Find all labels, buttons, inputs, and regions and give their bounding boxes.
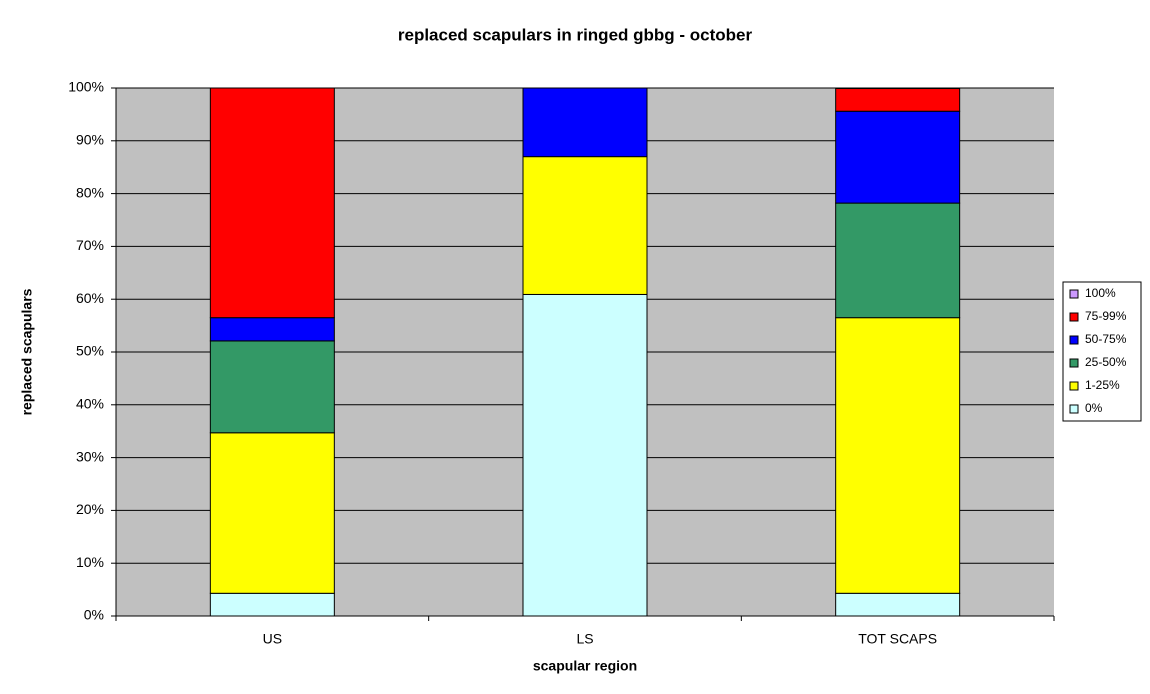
legend-label: 75-99% [1085, 309, 1127, 323]
x-tick-label: LS [576, 631, 593, 647]
x-tick-label: US [263, 631, 282, 647]
legend-swatch [1069, 335, 1079, 345]
bar-segment [835, 592, 961, 617]
legend-swatch [1069, 358, 1079, 368]
bar-segment [835, 110, 961, 204]
y-tick-label: 0% [84, 607, 104, 623]
y-axis-title: replaced scapulars [19, 288, 35, 415]
legend-swatch [1069, 289, 1079, 299]
legend-label: 100% [1085, 286, 1116, 300]
chart-title: replaced scapulars in ringed gbbg - octo… [398, 25, 753, 44]
y-tick-label: 90% [76, 132, 104, 148]
legend-label: 1-25% [1085, 378, 1120, 392]
bar-segment [209, 87, 335, 319]
legend-box [1062, 281, 1142, 422]
bar-segment [209, 432, 335, 594]
legend-swatch [1069, 404, 1079, 414]
y-tick-label: 100% [68, 79, 104, 95]
x-tick-label: TOT SCAPS [858, 631, 937, 647]
y-tick-label: 80% [76, 184, 104, 200]
x-axis-title: scapular region [533, 658, 637, 674]
y-tick-label: 20% [76, 501, 104, 517]
bar-segment [209, 592, 335, 617]
y-tick-label: 70% [76, 237, 104, 253]
bar-segment [835, 317, 961, 594]
y-tick-label: 40% [76, 396, 104, 412]
bar-segment [209, 317, 335, 342]
y-tick-label: 60% [76, 290, 104, 306]
legend-label: 50-75% [1085, 332, 1127, 346]
y-tick-label: 10% [76, 554, 104, 570]
legend-swatch [1069, 312, 1079, 322]
y-tick-label: 30% [76, 448, 104, 464]
legend-label: 0% [1085, 401, 1103, 415]
bar-segment [209, 340, 335, 434]
y-tick-label: 50% [76, 343, 104, 359]
bar-segment [835, 88, 961, 112]
bar-segment [522, 156, 648, 295]
bar-segment [835, 202, 961, 319]
legend-swatch [1069, 381, 1079, 391]
bar-segment [522, 293, 648, 617]
legend-label: 25-50% [1085, 355, 1127, 369]
bar-segment [522, 87, 648, 158]
